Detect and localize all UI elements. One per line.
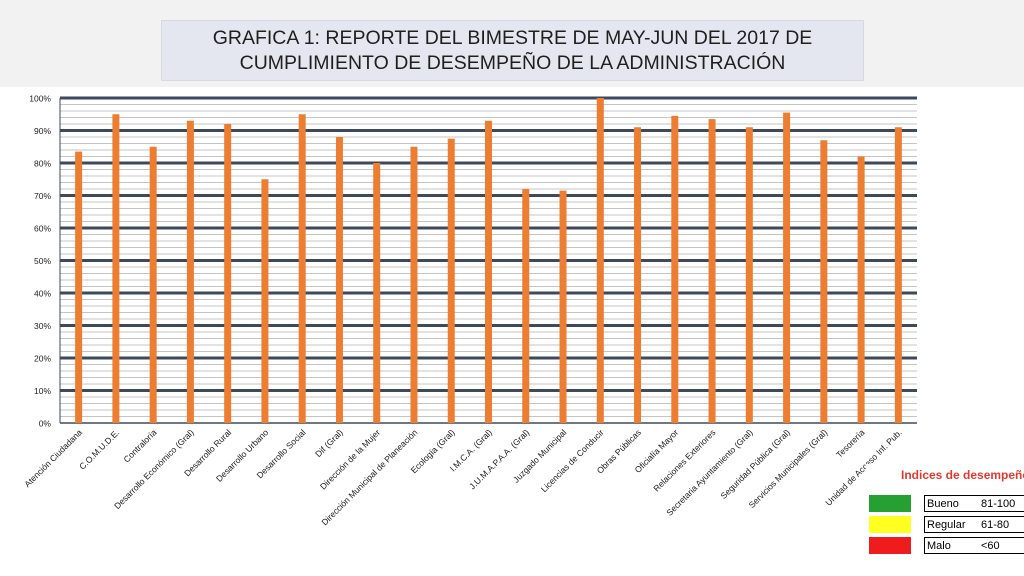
- y-tick-label: 60%: [34, 224, 51, 234]
- bar: [783, 112, 791, 423]
- bar: [522, 189, 530, 423]
- bar: [224, 124, 232, 423]
- legend-label-bad: Malo: [927, 540, 951, 552]
- y-tick-label: 40%: [34, 289, 51, 299]
- bar: [335, 137, 343, 423]
- chart-title-line-1: GRAFICA 1: REPORTE DEL BIMESTRE DE MAY-J…: [212, 26, 813, 49]
- x-tick-label: Seguridad Pública (Gral): [718, 427, 792, 501]
- bar: [410, 146, 418, 423]
- bar: [298, 114, 306, 423]
- y-tick-label: 10%: [34, 386, 51, 396]
- x-tick-label: Relaciones Exteriores: [651, 427, 717, 493]
- legend-swatch-regular: [869, 516, 911, 533]
- legend-cell-bad: Malo <60: [924, 537, 1024, 554]
- x-tick-label: C.O.M.U.D.E.: [77, 427, 121, 471]
- bar: [112, 114, 120, 423]
- performance-legend: Indices de desempeño Bueno 81-100 Regula…: [866, 464, 1024, 576]
- bar: [857, 156, 865, 423]
- y-tick-label: 50%: [34, 256, 51, 266]
- x-tick-label: Tesorería: [834, 427, 867, 460]
- x-tick-label: Dif (Gral): [313, 427, 345, 459]
- legend-row-good: Bueno 81-100: [866, 495, 1024, 512]
- bar: [447, 138, 455, 423]
- bar: [149, 146, 157, 423]
- bar: [820, 140, 828, 423]
- legend-swatch-good: [869, 495, 911, 512]
- bar: [745, 127, 753, 423]
- y-tick-label: 0%: [39, 419, 52, 429]
- chart-title-box: GRAFICA 1: REPORTE DEL BIMESTRE DE MAY-J…: [161, 20, 864, 81]
- bar: [186, 120, 194, 423]
- legend-swatch-bad: [869, 537, 911, 554]
- x-tick-label: Servicios Municipales (Gral): [747, 427, 830, 510]
- bar: [75, 151, 83, 423]
- bar: [596, 98, 604, 423]
- legend-title: Indices de desempeño: [901, 468, 1024, 482]
- bar: [708, 119, 716, 423]
- y-tick-label: 80%: [34, 159, 51, 169]
- chart-title: GRAFICA 1: REPORTE DEL BIMESTRE DE MAY-J…: [213, 26, 813, 76]
- legend-label-regular: Regular: [927, 519, 966, 531]
- chart-title-line-2: CUMPLIMIENTO DE DESEMPEÑO DE LA ADMINIST…: [239, 51, 786, 74]
- bar: [634, 127, 642, 423]
- legend-range-regular: 61-80: [981, 519, 1010, 531]
- bar: [559, 190, 567, 423]
- bar: [894, 127, 902, 423]
- x-tick-label: Licencias de Conducir: [539, 427, 606, 494]
- x-tick-label: Contraloría: [121, 427, 158, 464]
- legend-row-bad: Malo <60: [866, 537, 1024, 554]
- y-tick-label: 90%: [34, 126, 51, 136]
- y-tick-label: 70%: [34, 191, 51, 201]
- legend-label-good: Bueno: [927, 498, 959, 510]
- x-tick-label: Atención Ciudadana: [22, 427, 84, 489]
- bar: [373, 163, 381, 423]
- legend-row-regular: Regular 61-80: [866, 516, 1024, 533]
- legend-cell-regular: Regular 61-80: [924, 516, 1024, 533]
- y-tick-label: 30%: [34, 321, 51, 331]
- legend-range-bad: <60: [981, 540, 1000, 552]
- legend-cell-good: Bueno 81-100: [924, 495, 1024, 512]
- bar: [485, 120, 492, 423]
- bar: [261, 179, 269, 423]
- bar: [671, 115, 679, 423]
- y-tick-label: 20%: [34, 354, 51, 364]
- y-tick-label: 100%: [29, 94, 51, 104]
- legend-range-good: 81-100: [981, 498, 1016, 510]
